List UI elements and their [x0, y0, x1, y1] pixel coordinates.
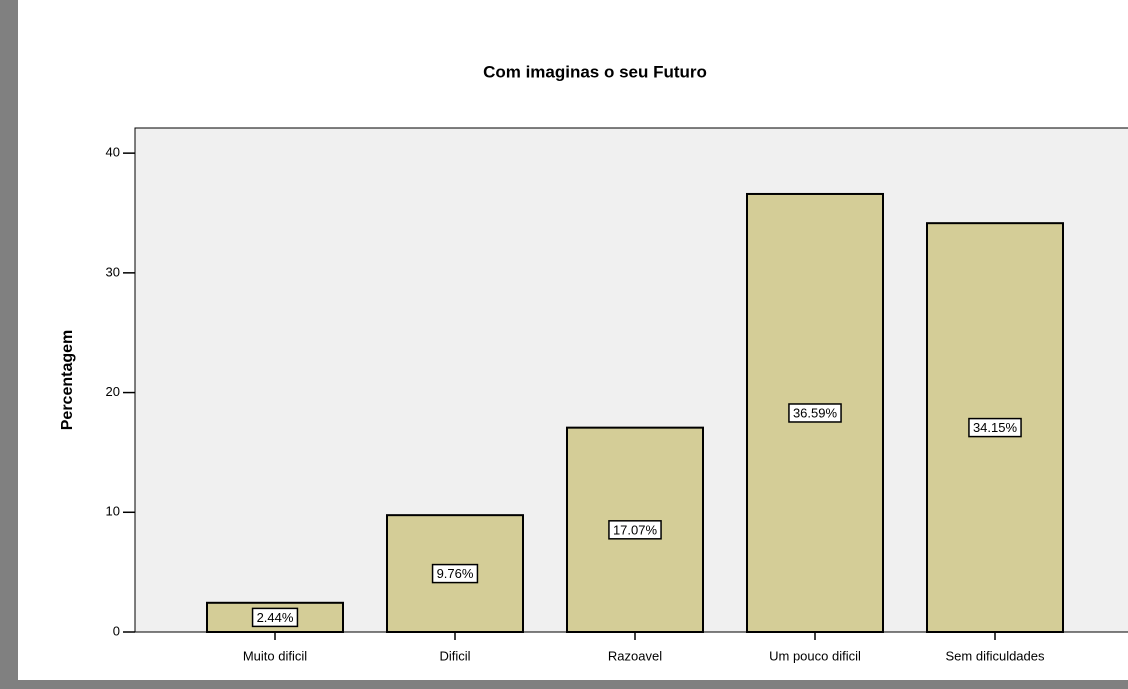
frame-left: [0, 0, 18, 689]
value-label: 36.59%: [793, 405, 838, 420]
x-tick-label: Razoavel: [608, 648, 662, 663]
x-tick-label: Um pouco dificil: [769, 648, 861, 663]
value-label: 9.76%: [437, 566, 474, 581]
x-tick-label: Dificil: [439, 648, 470, 663]
y-tick-label: 40: [106, 145, 120, 160]
value-label-box: [788, 403, 842, 423]
x-tick-label: Muito dificil: [243, 648, 307, 663]
x-tick-label: Sem dificuldades: [946, 648, 1045, 663]
y-axis-label: Percentagem: [59, 330, 76, 431]
y-tick-label: 20: [106, 384, 120, 399]
y-tick-label: 10: [106, 504, 120, 519]
value-label-box: [431, 563, 479, 584]
y-tick-label: 0: [113, 623, 120, 638]
y-tick-label: 30: [106, 264, 120, 279]
chart-title: Com imaginas o seu Futuro: [483, 62, 707, 81]
value-label: 17.07%: [613, 522, 658, 537]
value-label-box: [608, 520, 662, 540]
value-label-box: [251, 607, 299, 628]
frame-bottom: [0, 680, 1128, 689]
value-label: 2.44%: [257, 610, 294, 625]
value-label-box: [968, 417, 1022, 438]
value-label: 34.15%: [973, 420, 1018, 435]
